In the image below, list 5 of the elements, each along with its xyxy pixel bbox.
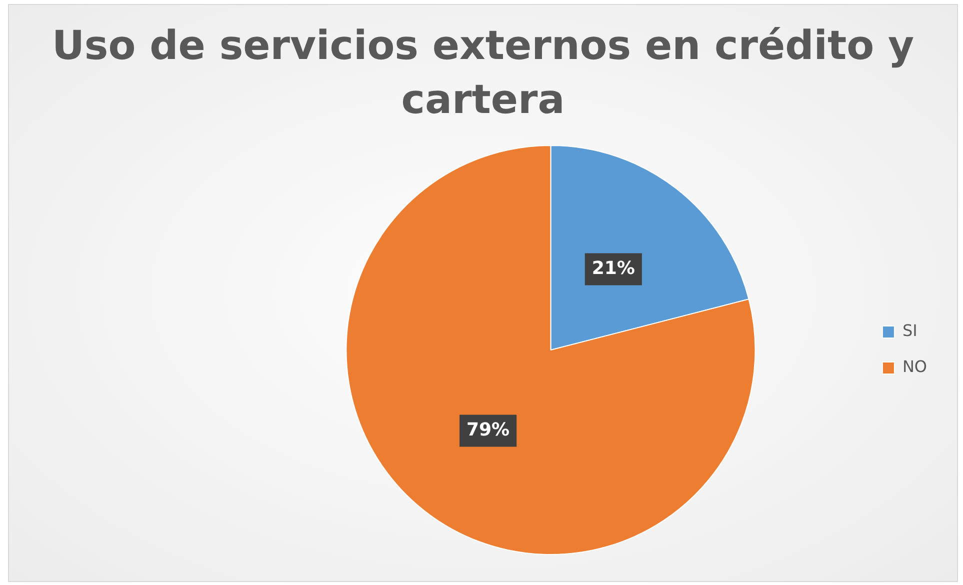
legend-label: NO — [902, 357, 927, 376]
chart-title: Uso de servicios externos en crédito y cartera — [50, 22, 916, 125]
data-label: 21% — [592, 258, 635, 279]
data-label: 79% — [466, 419, 510, 440]
legend-label: SI — [902, 321, 918, 340]
